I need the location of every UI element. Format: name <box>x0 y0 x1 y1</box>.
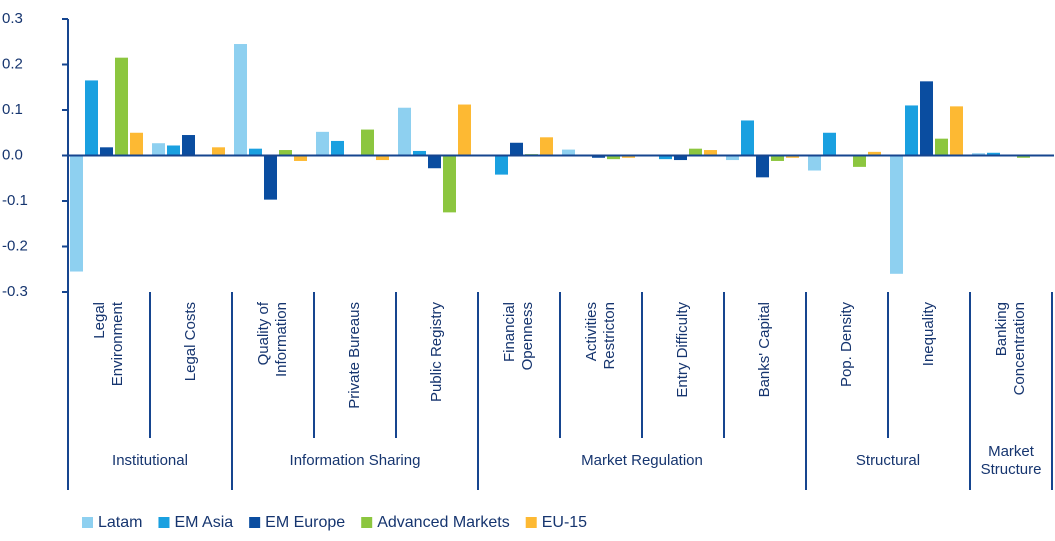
bar <box>868 151 881 156</box>
y-tick-label: 0.2 <box>2 55 23 72</box>
bar <box>726 155 739 161</box>
bar <box>428 155 441 169</box>
bar <box>85 80 98 156</box>
bar <box>398 107 411 156</box>
bar <box>316 131 329 156</box>
bar <box>905 105 918 156</box>
legend-label: Latam <box>98 514 142 531</box>
group-label: Market Structure <box>981 443 1042 478</box>
bar <box>100 147 113 156</box>
x-tick-label: Inequality <box>920 302 937 367</box>
x-tick-label: BankingConcentration <box>993 302 1028 395</box>
bar <box>234 44 247 156</box>
y-tick-label: 0.0 <box>2 146 23 163</box>
group-label: Structural <box>856 452 920 469</box>
x-tick-label: LegalEnvironment <box>91 301 126 386</box>
bar <box>540 137 553 156</box>
x-tick-label: Entry Difficulty <box>674 302 691 398</box>
bar <box>249 148 262 156</box>
bar <box>607 155 620 160</box>
bar <box>152 143 165 156</box>
y-tick-label: -0.3 <box>2 283 28 300</box>
group-label: Institutional <box>112 452 188 469</box>
bar <box>413 150 426 156</box>
bar <box>786 155 799 158</box>
bar <box>376 155 389 161</box>
bar <box>562 149 575 156</box>
x-tick-label: Banks' Capital <box>756 302 773 397</box>
bar <box>294 155 307 161</box>
bar <box>443 155 456 213</box>
y-tick-label: 0.3 <box>2 10 23 27</box>
bar <box>771 155 784 161</box>
bar <box>495 155 508 175</box>
x-tick-label: Pop. Density <box>838 302 855 388</box>
legend-swatch <box>249 517 261 528</box>
group-label: Information Sharing <box>290 452 421 469</box>
legend-swatch <box>82 517 93 528</box>
bar <box>689 148 702 156</box>
y-tick-label: -0.2 <box>2 237 28 254</box>
bar <box>1017 155 1030 158</box>
bar <box>510 142 523 156</box>
legend-swatch <box>361 517 373 528</box>
bar <box>361 129 374 156</box>
bar <box>741 120 754 156</box>
bar <box>70 155 83 272</box>
bar <box>182 135 195 156</box>
bar <box>823 132 836 156</box>
legend-label: EM Asia <box>174 514 233 531</box>
legend-label: Advanced Markets <box>377 514 510 531</box>
bar <box>458 104 471 156</box>
bar <box>659 155 672 160</box>
bar <box>950 106 963 156</box>
y-tick-label: -0.1 <box>2 192 28 209</box>
bar <box>331 140 344 156</box>
x-tick-label: Quality ofInformation <box>255 301 290 377</box>
bar <box>674 155 687 161</box>
bar <box>212 147 225 156</box>
bar <box>167 145 180 156</box>
legend-label: EM Europe <box>265 514 345 531</box>
bar <box>279 150 292 156</box>
group-label: Market Regulation <box>581 452 703 469</box>
bar <box>622 155 635 158</box>
bar <box>972 153 985 156</box>
x-tick-label: ActivitiesRestricton <box>583 302 618 370</box>
x-tick-label: Private Bureaus <box>346 302 363 409</box>
legend-swatch <box>525 517 537 528</box>
bar <box>853 155 866 167</box>
bar <box>264 155 277 200</box>
x-tick-label: Legal Costs <box>182 302 199 381</box>
legend-swatch <box>158 517 170 528</box>
bar <box>592 155 605 158</box>
bar <box>808 155 821 171</box>
bar <box>890 155 903 274</box>
legend-label: EU-15 <box>542 514 587 531</box>
x-tick-label: Public Registry <box>428 302 445 403</box>
bar <box>130 132 143 156</box>
bar <box>704 150 717 156</box>
bar <box>935 138 948 156</box>
y-tick-label: 0.1 <box>2 101 23 118</box>
x-tick-label: FinancialOpenness <box>501 302 536 370</box>
bar <box>920 81 933 156</box>
bar <box>987 152 1000 156</box>
bar <box>756 155 769 178</box>
bar <box>115 57 128 156</box>
